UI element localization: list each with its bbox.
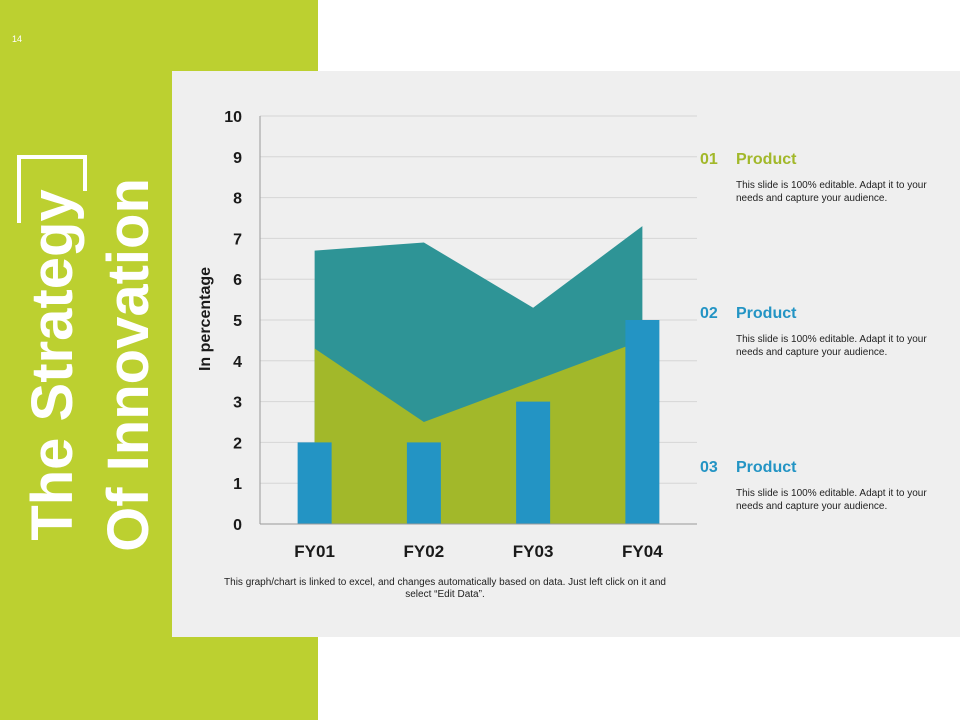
item-heading: Product [736,459,797,476]
bar-fy02 [406,442,441,524]
item-number: 02 [700,305,718,322]
y-tick-label: 3 [233,395,242,412]
y-tick-label: 10 [224,109,242,126]
area-series-2 [314,340,643,524]
y-tick-label: 5 [233,313,242,330]
item-description: This slide is 100% editable. Adapt it to… [736,180,927,204]
area-bar-chart: 0 1 2 3 4 5 6 7 8 9 10 FY01 FY02 FY03 FY04 In percentag… [197,109,697,561]
x-category-label: FY03 [513,542,554,561]
y-tick-label: 4 [233,354,242,371]
slide-number: 14 [12,34,23,44]
y-tick-label: 1 [233,476,242,493]
y-tick-label: 0 [233,517,242,534]
bar-fy04 [625,320,660,524]
item-heading: Product [736,305,797,322]
y-tick-label: 9 [233,150,242,167]
bar-fy01 [297,442,332,524]
chart-note: This graph/chart is linked to excel, and… [224,577,666,600]
y-tick-label: 2 [233,435,242,452]
x-category-label: FY02 [404,542,445,561]
item-heading: Product [736,151,797,168]
item-description: This slide is 100% editable. Adapt it to… [736,488,927,512]
title-line-2: Of Innovation [96,178,161,552]
title-line-1: The Strategy [20,189,85,541]
y-axis-title: In percentage [197,267,214,371]
bracket-decoration-tick [83,155,87,191]
y-tick-label: 6 [233,272,242,289]
slide-title: The Strategy Of Innovation [15,155,175,575]
y-tick-label: 8 [233,191,242,208]
x-category-label: FY01 [294,542,335,561]
bracket-decoration [17,155,87,223]
item-number: 03 [700,459,718,476]
bar-fy03 [516,401,551,524]
y-tick-label: 7 [233,231,242,248]
item-description: This slide is 100% editable. Adapt it to… [736,334,927,358]
x-category-label: FY04 [622,542,663,561]
item-number: 01 [700,151,718,168]
